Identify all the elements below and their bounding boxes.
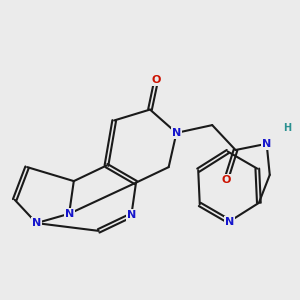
Text: N: N (32, 218, 41, 228)
Text: N: N (225, 217, 234, 226)
Text: N: N (127, 210, 136, 220)
Text: N: N (64, 209, 74, 219)
Text: H: H (283, 123, 291, 133)
Text: N: N (262, 139, 271, 149)
Text: O: O (152, 75, 161, 85)
Text: O: O (221, 175, 231, 184)
Text: N: N (172, 128, 181, 138)
